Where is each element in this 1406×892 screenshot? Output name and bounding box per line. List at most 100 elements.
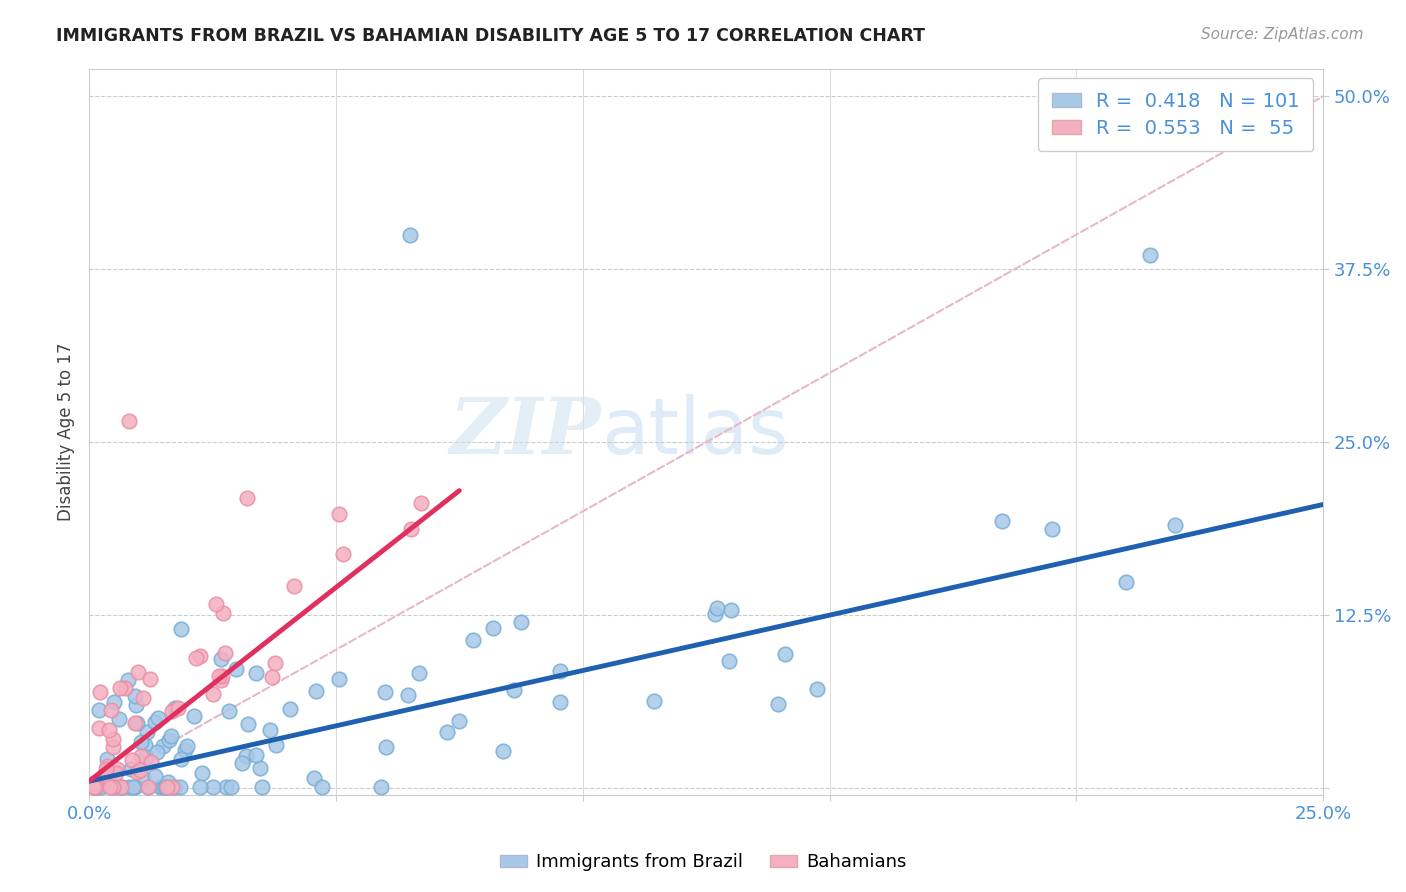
Point xyxy=(89,685,111,699)
Point xyxy=(991,514,1014,528)
Point xyxy=(766,698,789,712)
Point xyxy=(83,776,105,790)
Point xyxy=(101,780,124,794)
Point xyxy=(328,672,350,686)
Point xyxy=(132,691,155,706)
Point xyxy=(117,673,139,687)
Point xyxy=(135,749,157,764)
Point xyxy=(83,780,105,794)
Point xyxy=(122,780,145,794)
Point xyxy=(124,715,146,730)
Point xyxy=(231,756,253,770)
Point xyxy=(120,762,142,776)
Point xyxy=(214,647,236,661)
Point xyxy=(129,763,152,777)
Text: Source: ZipAtlas.com: Source: ZipAtlas.com xyxy=(1201,27,1364,42)
Point xyxy=(720,603,742,617)
Point xyxy=(163,780,186,794)
Point xyxy=(83,780,105,794)
Point xyxy=(101,739,124,754)
Point xyxy=(184,650,207,665)
Point xyxy=(87,780,110,794)
Point xyxy=(408,666,430,681)
Point xyxy=(146,745,169,759)
Point xyxy=(332,547,354,561)
Point xyxy=(118,780,141,794)
Point xyxy=(1040,522,1063,536)
Point xyxy=(205,598,228,612)
Point xyxy=(96,752,118,766)
Point xyxy=(202,780,225,794)
Point xyxy=(236,491,259,505)
Point xyxy=(211,606,233,620)
Point xyxy=(84,780,107,794)
Point xyxy=(183,708,205,723)
Point xyxy=(263,657,285,671)
Point xyxy=(143,714,166,729)
Legend: Immigrants from Brazil, Bahamians: Immigrants from Brazil, Bahamians xyxy=(492,847,914,879)
Point xyxy=(105,780,128,794)
Point xyxy=(188,649,211,664)
Point xyxy=(87,702,110,716)
Point xyxy=(374,740,396,755)
Point xyxy=(157,733,180,747)
Point xyxy=(139,672,162,686)
Point xyxy=(176,739,198,753)
Point xyxy=(311,780,333,794)
Point xyxy=(245,665,267,680)
Point xyxy=(96,770,118,784)
Point xyxy=(236,716,259,731)
Point xyxy=(169,752,191,766)
Point xyxy=(134,738,156,752)
Point xyxy=(83,780,105,794)
Point xyxy=(152,739,174,754)
Point xyxy=(706,600,728,615)
Point xyxy=(208,668,231,682)
Point xyxy=(411,496,433,510)
Point xyxy=(162,780,184,794)
Point xyxy=(111,780,134,794)
Point xyxy=(152,780,174,794)
Point xyxy=(399,227,422,242)
Point xyxy=(108,681,131,695)
Text: atlas: atlas xyxy=(602,393,789,470)
Point xyxy=(374,684,396,698)
Point xyxy=(96,759,118,773)
Point xyxy=(90,780,112,794)
Point xyxy=(328,507,350,521)
Point xyxy=(169,780,191,794)
Point xyxy=(136,780,159,794)
Point xyxy=(94,762,117,776)
Point xyxy=(436,724,458,739)
Point xyxy=(278,702,301,716)
Text: IMMIGRANTS FROM BRAZIL VS BAHAMIAN DISABILITY AGE 5 TO 17 CORRELATION CHART: IMMIGRANTS FROM BRAZIL VS BAHAMIAN DISAB… xyxy=(56,27,925,45)
Point xyxy=(153,780,176,794)
Point xyxy=(110,780,132,794)
Point xyxy=(305,683,328,698)
Point xyxy=(717,655,740,669)
Point xyxy=(252,780,274,794)
Point xyxy=(105,762,128,776)
Legend: R =  0.418   N = 101, R =  0.553   N =  55: R = 0.418 N = 101, R = 0.553 N = 55 xyxy=(1038,78,1313,152)
Y-axis label: Disability Age 5 to 17: Disability Age 5 to 17 xyxy=(58,343,75,521)
Point xyxy=(461,633,484,648)
Point xyxy=(96,764,118,778)
Point xyxy=(127,716,149,731)
Point xyxy=(86,780,108,794)
Point xyxy=(129,734,152,748)
Point xyxy=(806,681,828,696)
Point xyxy=(548,664,571,678)
Point xyxy=(1164,518,1187,533)
Point xyxy=(209,673,232,688)
Point xyxy=(124,698,146,712)
Point xyxy=(188,780,211,794)
Point xyxy=(135,724,157,739)
Point xyxy=(156,780,179,794)
Point xyxy=(83,778,105,792)
Point xyxy=(211,669,233,683)
Point xyxy=(191,765,214,780)
Point xyxy=(160,704,183,718)
Point xyxy=(114,681,136,695)
Text: ZIP: ZIP xyxy=(450,393,602,470)
Point xyxy=(139,755,162,769)
